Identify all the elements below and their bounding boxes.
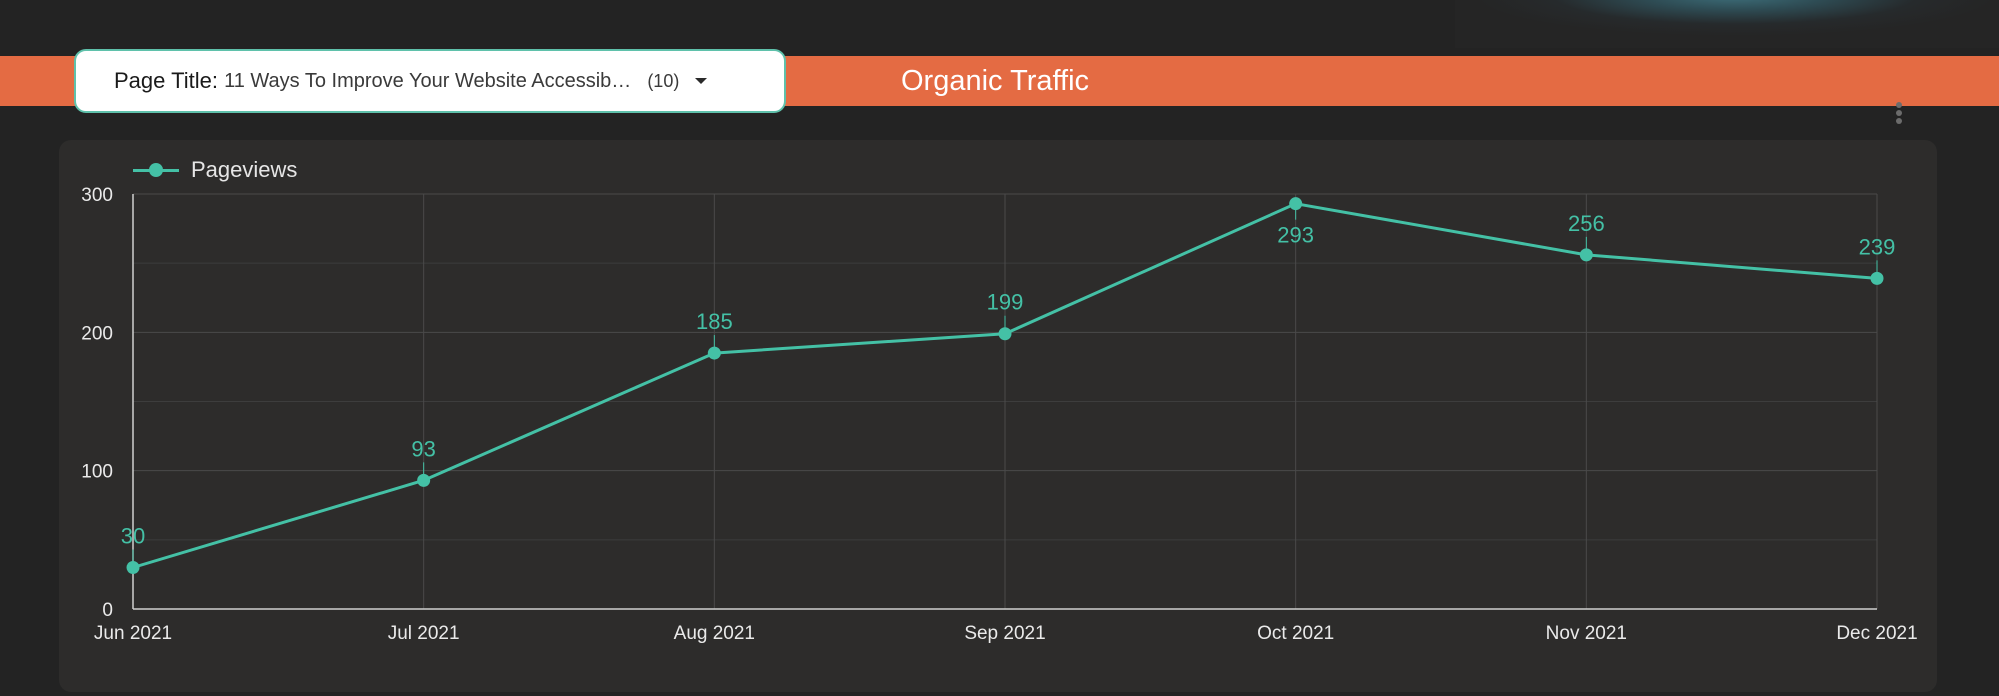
data-point (126, 561, 140, 574)
filter-selection-count: (10) (647, 70, 680, 91)
data-label: 293 (1277, 223, 1314, 248)
data-point (1579, 248, 1593, 262)
more-vertical-icon[interactable] (1895, 102, 1903, 126)
data-point (417, 473, 431, 487)
data-label: 30 (121, 524, 145, 549)
x-tick-label: Oct 2021 (1257, 623, 1334, 644)
y-tick-label: 300 (81, 185, 113, 206)
data-label: 256 (1568, 211, 1605, 236)
y-tick-label: 0 (102, 600, 113, 621)
y-tick-label: 100 (81, 462, 113, 483)
page-title: Organic Traffic (901, 65, 1090, 97)
filter-separator: : (211, 68, 225, 93)
x-tick-label: Sep 2021 (964, 623, 1045, 644)
x-tick-label: Jul 2021 (388, 623, 460, 644)
data-label: 199 (987, 290, 1024, 315)
data-labels: 30 93 185 199 293 256 239 (121, 211, 1896, 549)
legend-swatch-icon (133, 160, 179, 180)
x-tick-label: Aug 2021 (674, 623, 755, 644)
series-pageviews (126, 197, 1884, 574)
y-tick-label: 200 (81, 323, 113, 344)
chart-axes (132, 194, 1877, 610)
data-label: 93 (411, 436, 435, 461)
chart-legend[interactable]: Pageviews (133, 156, 297, 184)
filter-selected-value: 11 Ways To Improve Your Website Accessib… (224, 69, 632, 92)
x-tick-label: Dec 2021 (1836, 623, 1917, 644)
chevron-down-icon[interactable] (695, 78, 708, 84)
data-point (1870, 271, 1884, 285)
y-axis-ticks: 0 100 200 300 (81, 185, 113, 621)
data-point (707, 346, 721, 360)
chart-card (59, 140, 1937, 692)
data-point (998, 327, 1012, 341)
x-tick-label: Jun 2021 (94, 623, 172, 644)
legend-label-pageviews: Pageviews (191, 157, 298, 182)
data-label: 185 (696, 309, 733, 334)
x-tick-label: Nov 2021 (1546, 623, 1627, 644)
data-label: 239 (1859, 234, 1896, 259)
x-axis-ticks: Jun 2021 Jul 2021 Aug 2021 Sep 2021 Oct 2021… (94, 623, 1918, 644)
page-title-filter-dropdown[interactable]: Page Title: 11 Ways To Improve Your Webs… (74, 49, 786, 113)
data-point (1289, 197, 1303, 211)
header-background-image (1455, 0, 1999, 48)
filter-label: Page Title (114, 68, 212, 93)
